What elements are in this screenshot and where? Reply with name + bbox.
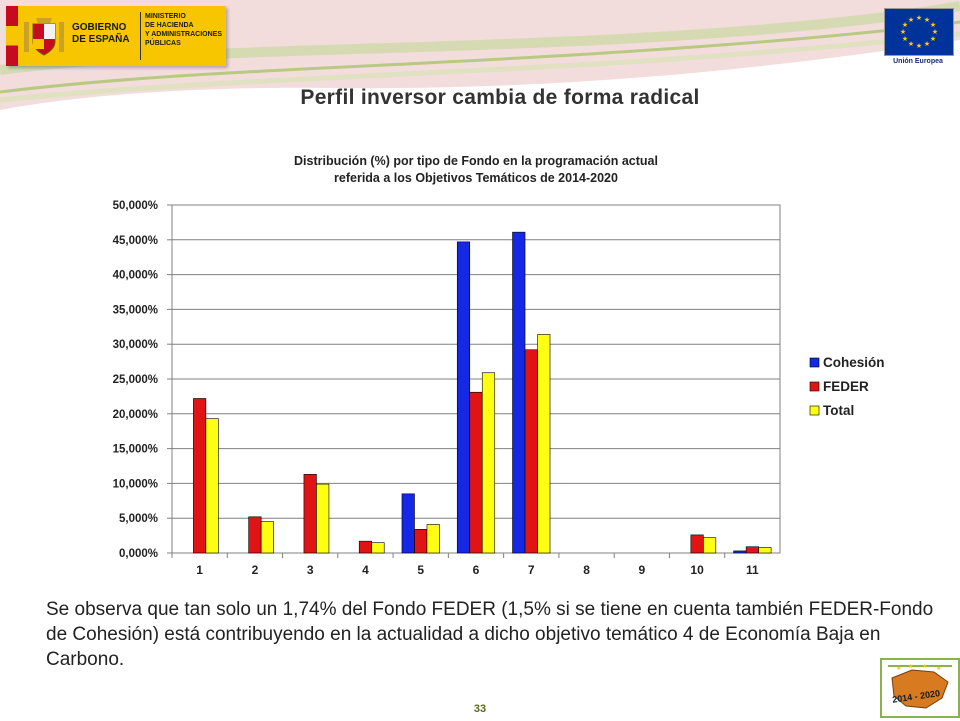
y-tick-label: 40,000% <box>113 270 158 282</box>
x-tick-label: 5 <box>417 563 424 577</box>
svg-text:★: ★ <box>932 28 938 36</box>
period-badge: ★ ★ ★ ★ 2014 - 2020 <box>880 658 960 718</box>
legend-swatch <box>809 357 820 368</box>
svg-text:★: ★ <box>924 16 930 24</box>
svg-text:★: ★ <box>924 40 930 48</box>
x-tick-label: 3 <box>307 563 314 577</box>
bar <box>690 534 704 554</box>
bar <box>481 372 496 554</box>
page-number: 33 <box>473 703 487 715</box>
bar <box>758 547 772 554</box>
y-tick-label: 10,000% <box>113 478 158 490</box>
svg-text:★: ★ <box>930 21 936 29</box>
gov-line-2: DE ESPAÑA <box>72 34 130 45</box>
ministry-text: MINISTERIO DE HACIENDA Y ADMINISTRACIONE… <box>140 12 222 60</box>
y-tick-label: 30,000% <box>113 339 158 351</box>
bar <box>303 474 317 554</box>
x-tick-label: 10 <box>690 563 704 577</box>
ministry-line-3: Y ADMINISTRACIONES <box>145 31 223 38</box>
legend-label: Total <box>823 403 854 418</box>
svg-text:★: ★ <box>908 40 914 48</box>
bar <box>733 550 747 554</box>
gov-line-1: GOBIERNO <box>72 22 127 33</box>
y-tick-label: 25,000% <box>113 374 158 386</box>
y-tick-label: 45,000% <box>113 235 158 247</box>
bar <box>745 546 759 554</box>
bar <box>401 493 415 554</box>
bar <box>316 483 330 554</box>
bar <box>205 418 219 554</box>
svg-text:★: ★ <box>916 42 922 50</box>
bar <box>703 537 717 554</box>
bar <box>524 349 538 554</box>
legend-swatch <box>809 405 820 416</box>
x-axis-ticks: 1 2 3 4 5 6 7 8 9 10 11 <box>171 553 759 577</box>
bar <box>260 521 274 554</box>
y-tick-label: 15,000% <box>113 444 158 456</box>
bar <box>469 391 483 554</box>
svg-text:★: ★ <box>902 21 908 29</box>
svg-text:★: ★ <box>922 663 927 670</box>
bar <box>512 231 526 554</box>
y-tick-label: 0,000% <box>119 548 158 560</box>
eu-label: Unión Europea <box>893 58 943 65</box>
spain-map-icon: ★ ★ ★ ★ 2014 - 2020 <box>888 663 952 709</box>
svg-text:★: ★ <box>896 665 901 672</box>
y-tick-label: 5,000% <box>119 513 158 525</box>
svg-text:★: ★ <box>900 28 906 36</box>
svg-text:★: ★ <box>908 663 913 670</box>
chart-title-line-2: referida a los Objetivos Temáticos de 20… <box>334 171 618 185</box>
bar <box>537 334 551 554</box>
bar <box>414 529 428 554</box>
bar <box>358 540 373 554</box>
legend-swatch <box>809 381 820 392</box>
y-tick-label: 35,000% <box>113 304 158 316</box>
eu-flag-icon: ★ ★ ★ ★ ★ ★ ★ ★ ★ ★ ★ ★ <box>884 8 954 56</box>
x-tick-label: 2 <box>252 563 259 577</box>
x-tick-label: 7 <box>528 563 535 577</box>
legend-label: Cohesión <box>823 355 885 370</box>
gov-text: GOBIERNO DE ESPAÑA <box>72 22 130 46</box>
y-tick-label: 50,000% <box>113 200 158 212</box>
slide-body-text: Se observa que tan solo un 1,74% del Fon… <box>46 599 934 670</box>
bar-chart: Distribución (%) por tipo de Fondo en la… <box>113 154 885 577</box>
chart-title-line-1: Distribución (%) por tipo de Fondo en la… <box>294 154 658 168</box>
svg-text:★: ★ <box>902 35 908 43</box>
eu-stars-icon: ★ ★★ ★★★ ★★★ ★★★ <box>900 14 938 50</box>
svg-text:★: ★ <box>908 16 914 24</box>
x-tick-label: 8 <box>583 563 590 577</box>
bar <box>426 524 440 554</box>
legend: Cohesión FEDER Total <box>809 355 885 418</box>
x-tick-label: 9 <box>638 563 645 577</box>
svg-text:★: ★ <box>936 665 941 672</box>
bar <box>456 241 471 554</box>
x-tick-label: 11 <box>746 563 759 577</box>
x-tick-label: 1 <box>196 563 203 577</box>
ministry-line-2: DE HACIENDA <box>145 22 194 29</box>
y-axis-ticks: 0,000% 5,000% 10,000% 15,000% 20,000% 25,000%… <box>113 200 172 560</box>
slide-title: Perfil inversor cambia de forma radical <box>300 86 700 109</box>
legend-label: FEDER <box>823 379 869 394</box>
bar <box>193 398 207 554</box>
coat-of-arms-icon <box>24 18 64 56</box>
ministry-line-4: PÚBLICAS <box>145 40 181 47</box>
x-tick-label: 6 <box>473 563 480 577</box>
government-logo: GOBIERNO DE ESPAÑA MINISTERIO DE HACIEND… <box>6 6 226 66</box>
svg-text:★: ★ <box>916 14 922 22</box>
bar <box>371 542 385 554</box>
spain-flag-strip <box>6 6 18 66</box>
x-tick-label: 4 <box>362 563 369 577</box>
bars <box>193 231 772 554</box>
bar <box>248 516 262 554</box>
y-tick-label: 20,000% <box>113 409 158 421</box>
ministry-line-1: MINISTERIO <box>145 13 186 20</box>
svg-text:★: ★ <box>930 35 936 43</box>
